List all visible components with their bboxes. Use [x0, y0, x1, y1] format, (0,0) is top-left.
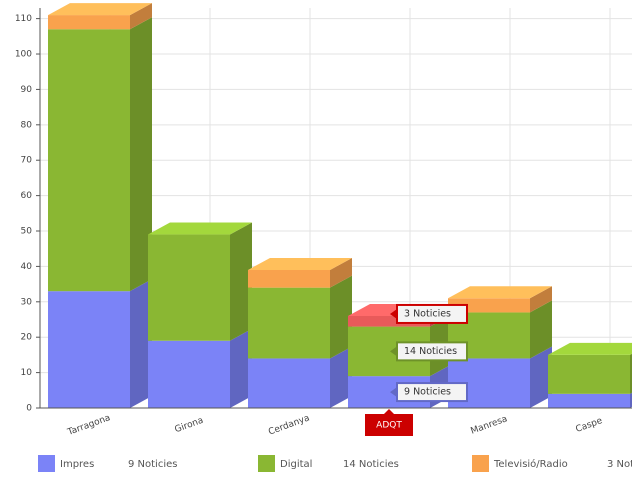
bar-side [330, 346, 352, 408]
bar-side [530, 286, 552, 313]
legend-value: 9 Noticies [128, 459, 177, 470]
legend-label: Impres [60, 459, 94, 470]
bar-side [230, 328, 252, 408]
tooltip: 3 Noticies [390, 303, 468, 324]
bar-side [230, 222, 252, 341]
tooltip-pointer [390, 308, 397, 319]
bar-segment [448, 298, 530, 313]
legend-value: 3 Noticies [607, 459, 632, 470]
x-tick-label: Cerdanya [267, 413, 311, 437]
bar-side [130, 279, 152, 408]
tooltip-label: 14 Noticies [404, 346, 457, 357]
y-tick-label: 100 [15, 50, 32, 60]
x-tick-label: Tarragona [66, 413, 112, 438]
x-tick-label: Caspe [574, 416, 604, 435]
legend-swatch [38, 455, 55, 472]
bar-segment [48, 15, 130, 30]
x-tick-label: ADQT [376, 421, 402, 431]
tooltip-label: 3 Noticies [404, 308, 451, 319]
legend-value: 14 Noticies [343, 459, 399, 470]
bar-side [130, 3, 152, 30]
legend-swatch [472, 455, 489, 472]
category-highlight-pointer [384, 409, 394, 414]
tooltip-label: 9 Noticies [404, 387, 451, 398]
legend: Impres 9 Noticies Digital 14 Noticies Televi… [38, 455, 632, 472]
bar-side [330, 275, 352, 359]
y-tick-label: 50 [21, 227, 33, 237]
bar-side [530, 346, 552, 408]
y-tick-label: 40 [21, 262, 33, 272]
y-tick-label: 80 [21, 120, 33, 130]
bar-top [548, 342, 632, 355]
y-tick-label: 70 [21, 156, 33, 166]
bar-segment [548, 393, 630, 408]
bar-top [448, 286, 552, 299]
tooltip: 14 Noticies [390, 341, 468, 362]
bar-top [248, 257, 352, 270]
bar-segment [548, 354, 630, 394]
y-tick-label: 30 [21, 297, 33, 307]
bar-segment [148, 340, 230, 408]
bar-segment [48, 29, 130, 292]
legend-swatch [258, 455, 275, 472]
x-tick-label: Manresa [469, 414, 508, 436]
bar-segment [248, 358, 330, 408]
y-tick-label: 90 [21, 85, 33, 95]
bar-segment [48, 291, 130, 408]
x-tick-label: Girona [174, 416, 205, 436]
y-tick-label: 110 [15, 14, 32, 24]
bar-segment [348, 315, 430, 327]
bar-side [530, 300, 552, 359]
bar-segment [248, 287, 330, 359]
y-tick-label: 0 [26, 404, 32, 414]
bar-side [330, 257, 352, 288]
legend-label: Televisió/Radio [493, 458, 568, 470]
tooltip-pointer [390, 346, 397, 357]
bar-segment [248, 269, 330, 288]
y-tick-label: 10 [21, 368, 33, 378]
legend-label: Digital [280, 459, 312, 470]
tooltip: 9 Noticies [390, 382, 468, 403]
bar-side [130, 17, 152, 292]
y-tick-label: 60 [21, 191, 33, 201]
category-highlight [365, 414, 413, 436]
tooltip-pointer [390, 387, 397, 398]
bar-top [148, 222, 252, 235]
y-tick-label: 20 [21, 333, 33, 343]
bar-segment [148, 234, 230, 341]
bar-top [48, 3, 152, 16]
